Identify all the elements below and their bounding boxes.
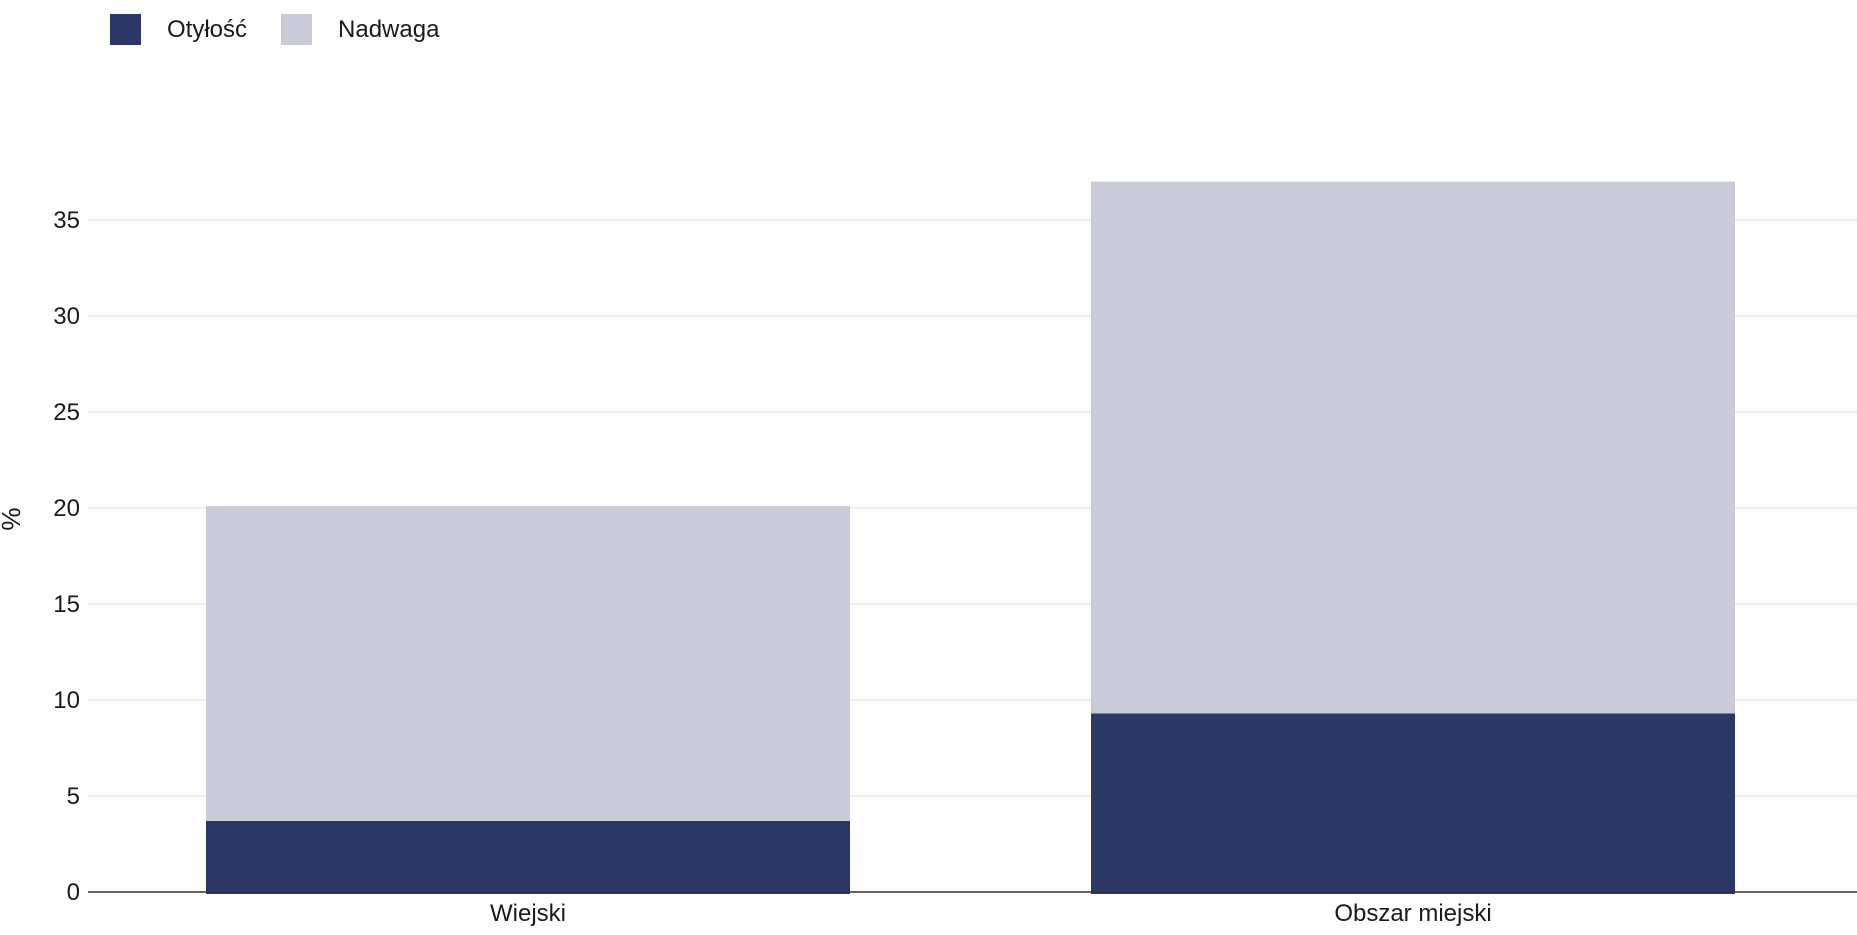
y-tick-label: 25 <box>53 399 80 426</box>
y-tick-label: 10 <box>53 687 80 714</box>
chart-legend: Otyłość Nadwaga <box>110 14 473 45</box>
y-tick-label: 5 <box>67 783 80 810</box>
legend-swatch-nadwaga <box>281 14 313 45</box>
legend-item-nadwaga[interactable]: Nadwaga <box>281 14 439 45</box>
bar-otylosc-1[interactable] <box>1091 713 1735 894</box>
bar-nadwaga-0[interactable] <box>206 506 850 821</box>
legend-label-otylosc: Otyłość <box>167 15 248 43</box>
y-tick-label: 20 <box>53 495 80 522</box>
y-tick-label: 15 <box>53 591 80 618</box>
x-tick-label: Obszar miejski <box>1334 900 1491 927</box>
y-tick-label: 30 <box>53 303 80 330</box>
y-axis-title: % <box>0 507 26 530</box>
bars <box>206 181 1735 894</box>
y-tick-label: 0 <box>67 879 80 906</box>
bar-otylosc-0[interactable] <box>206 820 850 894</box>
y-axis-ticks: 0 5 10 15 20 25 30 35 <box>53 207 80 906</box>
x-axis-ticks: Wiejski Obszar miejski <box>490 900 1492 927</box>
legend-swatch-otylosc <box>110 14 141 45</box>
legend-item-otylosc[interactable]: Otyłość <box>110 14 247 45</box>
bar-nadwaga-1[interactable] <box>1091 181 1735 714</box>
y-tick-label: 35 <box>53 207 80 234</box>
legend-label-nadwaga: Nadwaga <box>338 15 440 43</box>
x-tick-label: Wiejski <box>490 900 566 927</box>
